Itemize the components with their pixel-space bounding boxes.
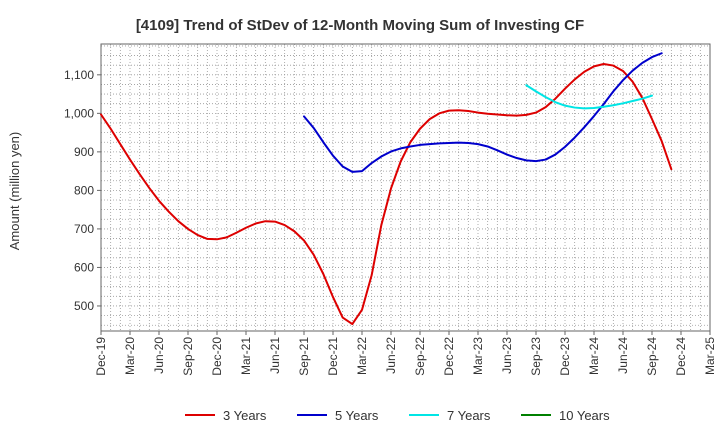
x-axis-ticks: Dec-19 Mar-20 Jun-20 Sep-20 Dec-20 Mar-21 Jun-… xyxy=(94,331,717,376)
x-tick-label: Sep-22 xyxy=(413,337,427,376)
x-tick-label: Mar-23 xyxy=(471,337,485,375)
x-tick-label: Sep-23 xyxy=(529,337,543,376)
x-tick-label: Mar-22 xyxy=(355,337,369,375)
chart-title: [4109] Trend of StDev of 12-Month Moving… xyxy=(136,17,584,34)
x-tick-label: Jun-20 xyxy=(152,337,166,374)
x-tick-label: Mar-24 xyxy=(587,337,601,375)
x-tick-label: Sep-20 xyxy=(181,337,195,376)
x-tick-label: Jun-22 xyxy=(384,337,398,374)
y-tick-label: 1,100 xyxy=(64,68,94,82)
legend-label-5-years: 5 Years xyxy=(335,408,379,423)
y-tick-label: 700 xyxy=(74,222,94,236)
series-line-3-years xyxy=(100,63,673,326)
y-tick-label: 1,000 xyxy=(64,106,94,120)
series-line-7-years xyxy=(525,84,653,110)
x-tick-label: Dec-19 xyxy=(94,337,108,376)
plot-background xyxy=(101,44,710,331)
x-tick-label: Jun-24 xyxy=(616,337,630,374)
series-layer xyxy=(100,52,673,326)
x-tick-label: Dec-24 xyxy=(674,337,688,376)
x-tick-label: Dec-20 xyxy=(210,337,224,376)
x-tick-label: Mar-20 xyxy=(123,337,137,375)
x-tick-label: Mar-25 xyxy=(703,337,717,375)
x-tick-label: Sep-24 xyxy=(645,337,659,376)
y-axis-label: Amount (million yen) xyxy=(7,132,22,251)
legend-label-3-years: 3 Years xyxy=(223,408,267,423)
x-tick-label: Dec-23 xyxy=(558,337,572,376)
legend: 3 Years 5 Years 7 Years 10 Years xyxy=(185,408,610,423)
x-tick-label: Jun-21 xyxy=(268,337,282,374)
x-tick-label: Jun-23 xyxy=(500,337,514,374)
y-tick-label: 900 xyxy=(74,145,94,159)
legend-label-7-years: 7 Years xyxy=(447,408,491,423)
y-axis-ticks: 500 600 700 800 900 1,000 1,100 xyxy=(64,68,101,313)
y-tick-label: 500 xyxy=(74,299,94,313)
legend-label-10-years: 10 Years xyxy=(559,408,610,423)
plot-frame xyxy=(100,43,711,332)
plot-area xyxy=(100,43,711,332)
x-tick-label: Mar-21 xyxy=(239,337,253,375)
x-tick-label: Dec-21 xyxy=(326,337,340,376)
x-tick-label: Dec-22 xyxy=(442,337,456,376)
y-tick-label: 600 xyxy=(74,260,94,274)
x-tick-label: Sep-21 xyxy=(297,337,311,376)
y-tick-label: 800 xyxy=(74,183,94,197)
